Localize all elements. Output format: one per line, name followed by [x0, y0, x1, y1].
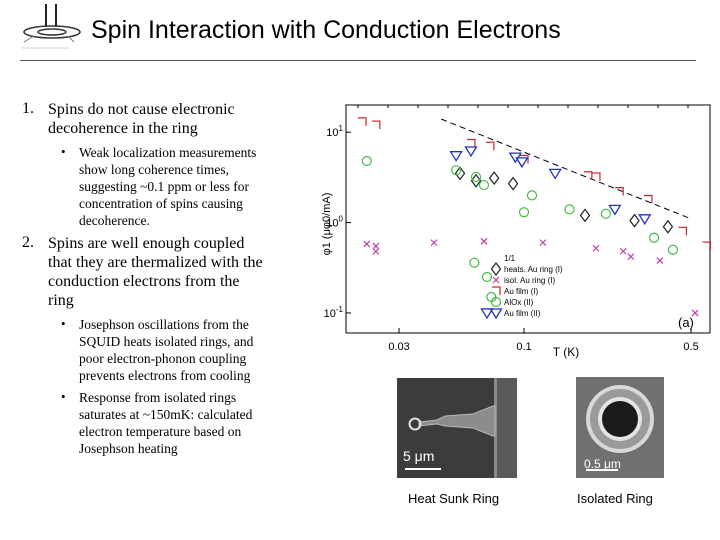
- heat-sunk-ring-image: 5 μm: [397, 378, 517, 478]
- bullet-dot: •: [61, 389, 66, 404]
- university-logo: ~~~~~~~~~~~~~~~~: [22, 4, 81, 52]
- legend-entry: Au film (II): [504, 309, 541, 318]
- data-point-au-film-i: [520, 154, 529, 164]
- legend-marker: [492, 276, 500, 284]
- bullet-isolated-ring-response: Response from isolated rings saturates a…: [79, 390, 253, 456]
- x-tick-label: 0.5: [683, 341, 698, 353]
- legend-marker: [489, 308, 503, 320]
- data-point-alox-ii: [667, 244, 679, 255]
- data-point-alox-ii: [470, 171, 482, 183]
- decoherence-chart: φ1 (μφ0/mA) T (K) (a) 1/1 heats. Au ring …: [321, 104, 712, 359]
- data-point-isol-au-ring-i: [363, 240, 371, 248]
- data-point-au-film-ii: [515, 157, 529, 169]
- dashed-reference-line: [440, 118, 692, 220]
- legend-header: 1/1: [504, 254, 516, 263]
- x-tick-label: 0.03: [388, 341, 409, 353]
- data-point-au-film-ii: [464, 146, 478, 158]
- data-point-alox-ii: [600, 208, 611, 219]
- data-point-au-film-i: [583, 171, 593, 180]
- legend-entry: heats. Au ring (I): [504, 265, 563, 274]
- plot-frame: [345, 104, 711, 334]
- scale-bar-label: 0.5 μm: [584, 457, 621, 471]
- y-tick-label: 10-1: [324, 305, 344, 320]
- data-point-au-film-i: [485, 141, 495, 151]
- data-point-isol-au-ring-i: [592, 244, 600, 252]
- data-point-au-film-ii: [449, 151, 463, 162]
- list-heading-2: Spins are well enough coupled that they …: [48, 235, 263, 309]
- bullet-weak-localization: Weak localization measurements show long…: [79, 145, 257, 228]
- data-point-isol-au-ring-i: [691, 309, 699, 317]
- panel-label: (a): [678, 315, 694, 330]
- data-point-isol-au-ring-i: [430, 239, 438, 247]
- data-point-alox-ii: [469, 257, 480, 268]
- data-point-alox-ii: [648, 232, 660, 243]
- data-point-alox-ii: [451, 165, 462, 176]
- data-point-heats-au-ring-i: [662, 219, 674, 234]
- y-tick-label: 100: [326, 215, 343, 230]
- data-point-au-film-i: [702, 241, 712, 251]
- data-point-alox-ii: [564, 204, 575, 215]
- data-point-alox-ii: [478, 179, 490, 191]
- legend-entry: AlOx (II): [504, 298, 534, 307]
- legend-entry: Au film (I): [504, 287, 539, 296]
- list-heading-1: Spins do not cause electronic decoherenc…: [48, 101, 235, 137]
- data-point-au-film-i: [678, 226, 688, 236]
- legend-marker: [492, 286, 501, 295]
- bullet-dot: •: [61, 144, 66, 159]
- data-point-alox-ii: [518, 207, 530, 218]
- data-point-isol-au-ring-i: [619, 247, 627, 255]
- list-number-1: 1.: [22, 100, 34, 117]
- data-point-isol-au-ring-i: [372, 247, 380, 255]
- data-point-heats-au-ring-i: [454, 166, 466, 181]
- data-point-heats-au-ring-i: [470, 173, 482, 188]
- y-tick-label: 101: [326, 124, 343, 139]
- data-point-au-film-i: [371, 120, 381, 130]
- data-point-isol-au-ring-i: [627, 253, 635, 261]
- scale-bar-label: 5 μm: [403, 448, 435, 464]
- data-point-au-film-i: [466, 138, 476, 148]
- data-point-au-film-ii: [480, 308, 494, 320]
- data-point-isol-au-ring-i: [656, 257, 664, 264]
- data-point-alox-ii: [361, 155, 372, 167]
- data-point-alox-ii: [481, 271, 493, 283]
- list-number-2: 2.: [22, 234, 34, 251]
- data-point-isol-au-ring-i: [539, 239, 547, 247]
- slide-title: Spin Interaction with Conduction Electro…: [91, 16, 561, 44]
- data-point-au-film-ii: [548, 168, 562, 180]
- data-point-au-film-ii: [638, 214, 652, 226]
- legend-entry: isol. Au ring (I): [504, 276, 555, 285]
- x-axis-label: T (K): [553, 345, 579, 359]
- y-axis-label: φ1 (μφ0/mA): [321, 193, 333, 256]
- data-point-isol-au-ring-i: [480, 237, 488, 245]
- caption-isolated-ring: Isolated Ring: [577, 491, 653, 506]
- data-point-au-film-i: [591, 172, 601, 181]
- data-point-au-film-i: [358, 117, 367, 126]
- x-tick-label: 0.1: [516, 341, 531, 353]
- caption-heat-sunk-ring: Heat Sunk Ring: [408, 491, 500, 506]
- data-point-heats-au-ring-i: [507, 176, 519, 191]
- data-point-heats-au-ring-i: [579, 208, 591, 223]
- bullet-dot: •: [61, 316, 66, 331]
- data-point-heats-au-ring-i: [488, 171, 500, 186]
- svg-text:~~~~~~~~~~~~~~~~: ~~~~~~~~~~~~~~~~: [22, 46, 69, 52]
- data-point-au-film-i: [615, 187, 624, 196]
- title-divider: [20, 60, 696, 61]
- legend-marker: [490, 262, 502, 276]
- data-point-isol-au-ring-i: [372, 242, 380, 250]
- isolated-ring-image: 0.5 μm: [576, 377, 664, 478]
- data-point-au-film-i: [643, 194, 653, 204]
- bullet-josephson-oscillations: Josephson oscillations from the SQUID he…: [79, 317, 254, 383]
- data-point-heats-au-ring-i: [629, 213, 640, 228]
- data-point-au-film-ii: [608, 204, 622, 216]
- legend-marker: [490, 296, 502, 308]
- data-point-alox-ii: [526, 190, 538, 201]
